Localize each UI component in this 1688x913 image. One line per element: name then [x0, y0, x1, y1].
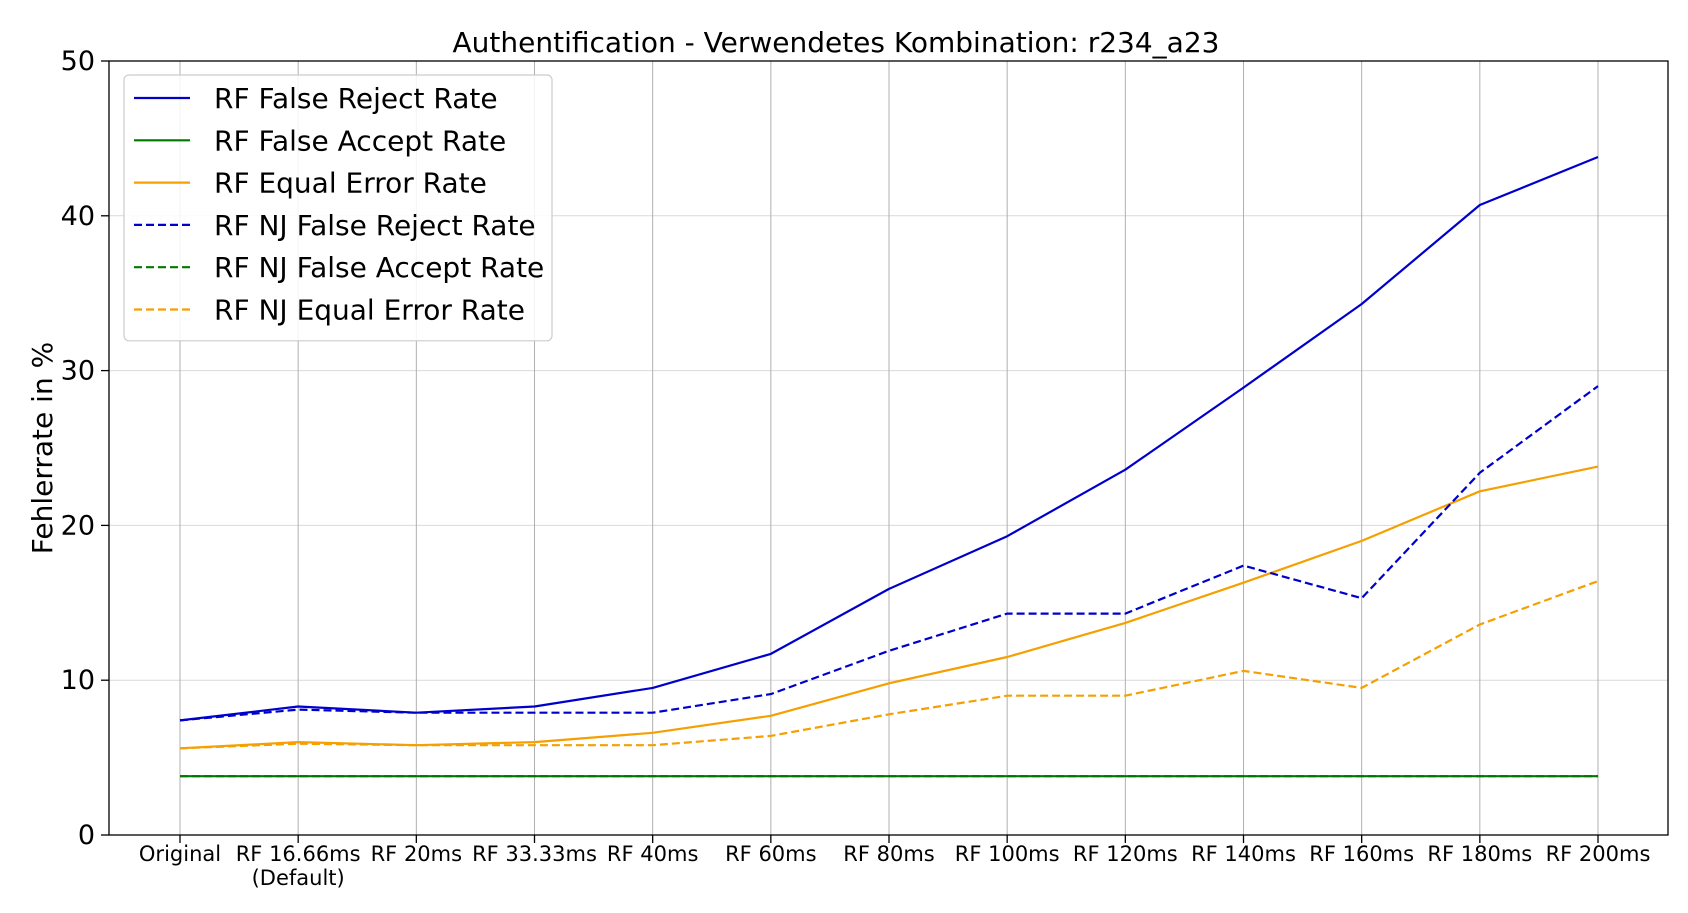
legend-label: RF Equal Error Rate: [214, 167, 487, 200]
y-tick-label: 20: [61, 510, 95, 541]
x-tick-label: RF 20ms: [371, 842, 462, 866]
y-tick-label: 0: [78, 820, 95, 851]
y-tick-label: 40: [61, 201, 95, 232]
y-tick-label: 30: [61, 356, 95, 387]
x-tick-label: RF 180ms: [1427, 842, 1532, 866]
legend-label: RF NJ False Reject Rate: [214, 209, 536, 242]
x-tick-label: RF 80ms: [843, 842, 934, 866]
x-tick-label: RF 120ms: [1073, 842, 1178, 866]
legend-label: RF NJ False Accept Rate: [214, 251, 544, 284]
x-tick-label: RF 200ms: [1546, 842, 1651, 866]
x-tick-label: RF 140ms: [1191, 842, 1296, 866]
series-lines: [179, 155, 1599, 778]
x-tick-label: RF 160ms: [1309, 842, 1414, 866]
series-line-3: [179, 465, 1599, 750]
y-tick-label: 10: [61, 665, 95, 696]
legend-box: [123, 74, 553, 342]
x-tick-label: Original: [139, 842, 221, 866]
x-tick-label: RF 100ms: [955, 842, 1060, 866]
legend-label: RF False Accept Rate: [214, 124, 506, 157]
legend: RF False Reject Rate RF False Accept Rate…: [123, 74, 553, 342]
x-axis-ticks: Original RF 16.66ms (Default) RF 20ms RF 33.…: [139, 835, 1651, 890]
y-axis-label: Fehlerrate in %: [26, 342, 59, 554]
chart-title: Authentification - Verwendetes Kombinati…: [453, 26, 1220, 59]
x-tick-label: RF 60ms: [725, 842, 816, 866]
x-tick-label: RF 16.66ms (Default): [236, 842, 361, 890]
series-line-1: [179, 155, 1599, 722]
y-axis-ticks: 0 10 20 30 40 50: [61, 46, 109, 851]
x-tick-label: RF 33.33ms: [472, 842, 597, 866]
y-tick-label: 50: [61, 46, 95, 77]
legend-label: RF False Reject Rate: [214, 82, 498, 115]
legend-label: RF NJ Equal Error Rate: [214, 294, 525, 327]
series-line-6: [179, 580, 1599, 750]
x-tick-label: RF 40ms: [607, 842, 698, 866]
